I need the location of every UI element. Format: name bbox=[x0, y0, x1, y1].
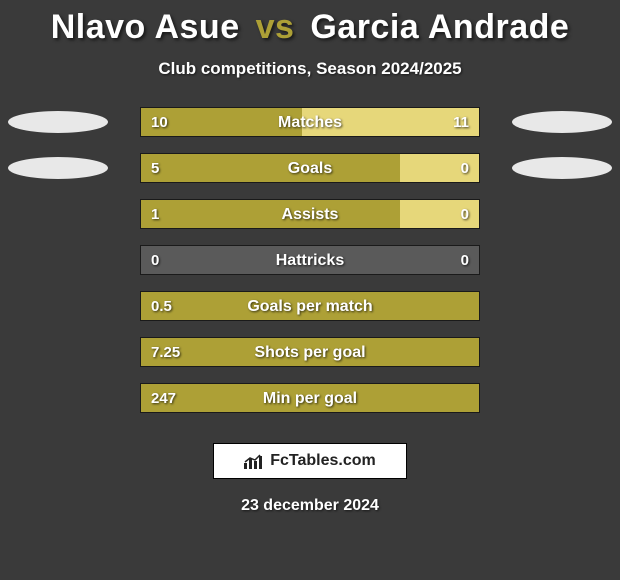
stat-bar-track: 247Min per goal bbox=[140, 383, 480, 413]
stat-value-right: 0 bbox=[461, 200, 469, 229]
stat-row: 247Min per goal bbox=[0, 383, 620, 413]
stat-value-left: 7.25 bbox=[151, 338, 180, 367]
logo-text: FcTables.com bbox=[270, 452, 376, 470]
stat-value-left: 0 bbox=[151, 246, 159, 275]
player2-marker bbox=[512, 157, 612, 179]
stat-bar-track: 0 0Hattricks bbox=[140, 245, 480, 275]
logo-badge[interactable]: FcTables.com bbox=[213, 443, 407, 479]
chart-icon bbox=[244, 453, 264, 469]
stat-value-left: 10 bbox=[151, 108, 168, 137]
title-player1: Nlavo Asue bbox=[51, 8, 240, 46]
title-player2: Garcia Andrade bbox=[310, 8, 569, 46]
stat-bar-track: 1011Matches bbox=[140, 107, 480, 137]
stat-bar-left bbox=[141, 154, 400, 182]
player1-marker bbox=[8, 111, 108, 133]
stat-row: 7.25Shots per goal bbox=[0, 337, 620, 367]
stat-bar-left bbox=[141, 384, 479, 412]
page-title: Nlavo Asue vs Garcia Andrade bbox=[51, 8, 570, 47]
date-text: 23 december 2024 bbox=[241, 497, 379, 515]
content-root: Nlavo Asue vs Garcia Andrade Club compet… bbox=[0, 0, 620, 580]
player2-marker bbox=[512, 111, 612, 133]
stat-value-left: 5 bbox=[151, 154, 159, 183]
stat-value-left: 247 bbox=[151, 384, 176, 413]
stat-row: 0 0Hattricks bbox=[0, 245, 620, 275]
stat-bar-track: 10Assists bbox=[140, 199, 480, 229]
subtitle: Club competitions, Season 2024/2025 bbox=[158, 59, 461, 79]
stat-value-right: 0 bbox=[461, 154, 469, 183]
stat-row: 10Assists bbox=[0, 199, 620, 229]
stat-value-left: 0.5 bbox=[151, 292, 172, 321]
stat-value-right: 0 bbox=[461, 246, 469, 275]
title-vs: vs bbox=[256, 8, 295, 46]
player1-marker bbox=[8, 157, 108, 179]
stat-bar-left bbox=[141, 292, 479, 320]
stat-value-left: 1 bbox=[151, 200, 159, 229]
stat-bar-track: 50Goals bbox=[140, 153, 480, 183]
stat-row: 0.5Goals per match bbox=[0, 291, 620, 321]
stat-bar-left bbox=[141, 200, 400, 228]
stat-bar-left bbox=[141, 338, 479, 366]
stat-row: 1011Matches bbox=[0, 107, 620, 137]
stat-row: 50Goals bbox=[0, 153, 620, 183]
stat-value-right: 11 bbox=[453, 108, 469, 137]
stat-bar-track: 0.5Goals per match bbox=[140, 291, 480, 321]
stats-area: 1011Matches50Goals10Assists00Hattricks0.… bbox=[0, 107, 620, 429]
stat-bar-track: 7.25Shots per goal bbox=[140, 337, 480, 367]
stat-label: Hattricks bbox=[141, 246, 479, 275]
